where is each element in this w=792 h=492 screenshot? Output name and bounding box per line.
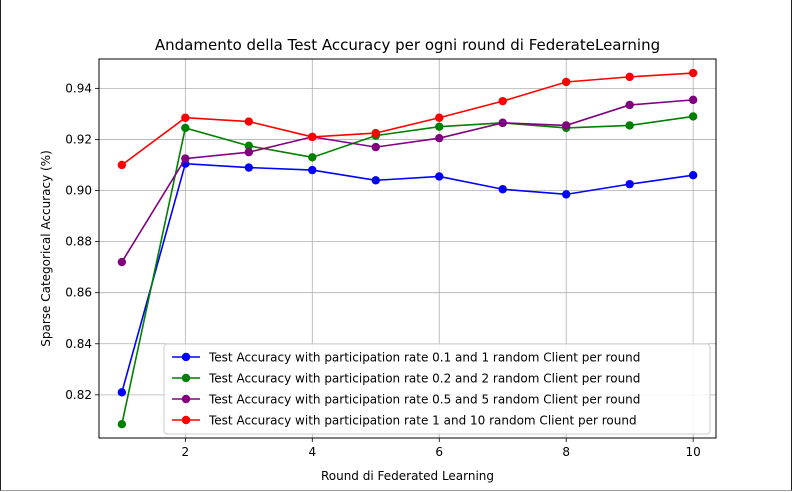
series-layer [117,68,698,429]
data-point [498,185,507,194]
series-line [121,99,694,263]
data-point [625,72,634,82]
data-point [498,118,507,128]
legend-label: Test Accuracy with participation rate 0.… [208,393,640,407]
y-tick-label: 0.84 [65,337,92,351]
x-tick-label: 8 [562,445,570,459]
y-axis-label: Sparse Categorical Accuracy (%) [39,150,53,346]
legend-box [163,343,711,435]
axes-frame [98,58,717,439]
chart-title: Andamento della Test Accuracy per ogni r… [155,36,660,54]
legend-marker [181,394,191,404]
data-point [625,121,634,130]
y-tick-label: 0.90 [65,184,92,198]
data-point [498,96,507,106]
data-point [308,132,317,142]
x-tick-label: 6 [435,445,443,459]
legend: Test Accuracy with participation rate 0.… [163,343,711,435]
data-point [435,133,444,143]
data-point [561,77,571,87]
data-point [688,112,698,121]
data-point [244,148,254,157]
x-tick-label: 2 [182,445,190,459]
data-point [181,113,190,122]
legend-marker [181,415,191,425]
x-tick-label: 10 [686,445,701,459]
data-point [244,141,254,151]
y-tick-label: 0.86 [65,286,92,300]
data-point [308,165,317,175]
legend-marker [181,373,191,383]
data-point [371,128,380,138]
series-line [121,72,694,166]
data-point [688,95,698,105]
y-tick-label: 0.82 [65,388,92,402]
data-point [561,121,571,130]
data-point [117,257,127,267]
data-point [625,179,634,189]
series-line [121,115,694,425]
ticks: 2 4 6 8 10 0.82 0.84 0.86 0.88 0.90 0.92 0.94 [65,81,701,459]
data-point [435,172,444,181]
data-point [371,142,380,152]
data-point [561,190,571,199]
x-tick-label: 4 [308,445,316,459]
series-line [121,162,694,393]
data-point [435,113,444,122]
grid [99,59,716,438]
data-point [371,176,380,185]
data-point [435,122,444,131]
data-point [308,153,317,162]
legend-label: Test Accuracy with participation rate 0.… [208,372,640,386]
y-tick-label: 0.94 [65,81,92,95]
data-point [688,171,698,180]
data-point [244,117,254,126]
legend-label: Test Accuracy with participation rate 1 … [208,414,637,428]
x-axis-label: Round di Federated Learning [321,469,494,483]
series-4 [117,68,698,170]
data-point [117,388,127,397]
y-tick-label: 0.88 [65,235,92,249]
data-point [117,160,127,170]
data-point [625,100,634,110]
data-point [117,420,127,429]
series-3 [117,95,698,267]
data-point [244,163,254,172]
data-point [181,123,190,133]
y-tick-label: 0.92 [65,132,92,146]
data-point [181,154,190,163]
data-point [688,68,698,78]
legend-marker [181,352,191,362]
legend-label: Test Accuracy with participation rate 0.… [208,351,640,365]
series-1 [117,159,698,397]
